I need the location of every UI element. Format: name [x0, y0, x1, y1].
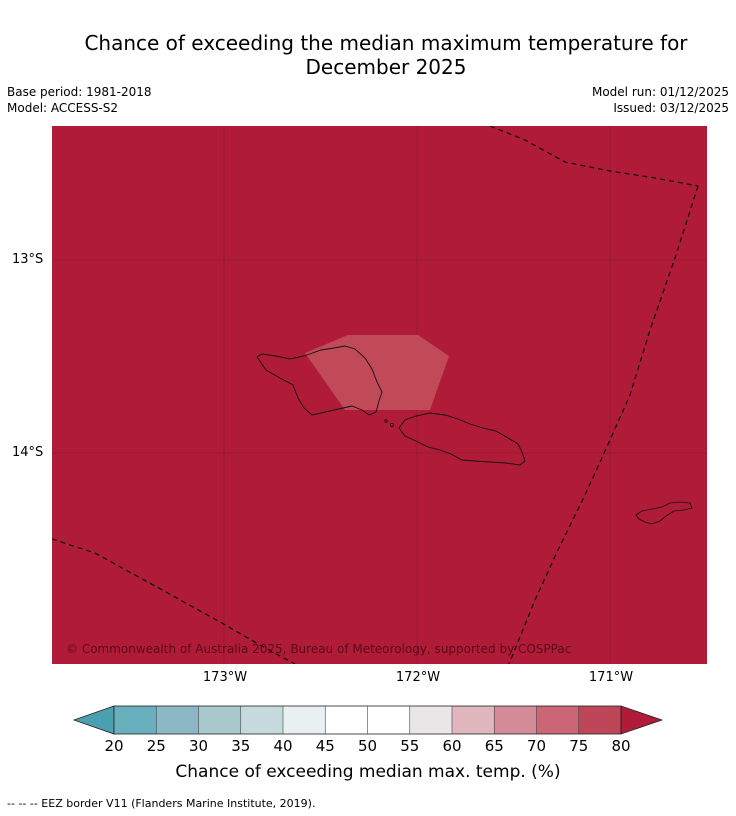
colorbar-segment-60-65	[452, 706, 495, 734]
colorbar-segment-20-25	[114, 706, 157, 734]
issued-date: Issued: 03/12/2025	[613, 101, 729, 115]
colorbar-segment-65-70	[494, 706, 537, 734]
title-line-2: December 2025	[305, 55, 467, 79]
eez-footnote: -- -- -- EEZ border V11 (Flanders Marine…	[7, 797, 316, 810]
colorbar-segment-70-75	[536, 706, 579, 734]
island-upolu	[398, 412, 526, 466]
eez-border	[52, 126, 699, 664]
lat-label-13s: 13°S	[12, 252, 44, 267]
colorbar-tick-60: 60	[442, 737, 462, 755]
model-name: Model: ACCESS-S2	[7, 101, 119, 115]
colorbar-tick-40: 40	[273, 737, 293, 755]
colorbar-tick-20: 20	[104, 737, 124, 755]
colorbar-segment-30-35	[198, 706, 241, 734]
meta-right: Model run: 01/12/2025 Issued: 03/12/2025	[592, 84, 729, 116]
colorbar	[72, 705, 664, 735]
eez-border-east	[508, 185, 699, 664]
copyright-notice: © Commonwealth of Australia 2025, Bureau…	[66, 642, 571, 656]
lon-label-172w: 172°W	[395, 670, 441, 685]
colorbar-tick-65: 65	[484, 737, 504, 755]
colorbar-label: Chance of exceeding median max. temp. (%…	[175, 762, 561, 782]
model-run: Model run: 01/12/2025	[591, 85, 729, 99]
colorbar-segment-40-45	[283, 706, 326, 734]
colorbar-tick-75: 75	[569, 737, 589, 755]
colorbar-segment-35-40	[240, 706, 283, 734]
probability-cell-75-80	[305, 335, 449, 410]
title-line-1: Chance of exceeding the median maximum t…	[84, 31, 688, 55]
lon-label-171w: 171°W	[588, 670, 634, 685]
colorbar-tick-25: 25	[146, 737, 166, 755]
graticule	[52, 126, 707, 664]
colorbar-tick-70: 70	[526, 737, 547, 755]
lon-label-173w: 173°W	[202, 670, 248, 685]
colorbar-extension-high	[620, 705, 664, 735]
colorbar-segment-45-50	[325, 706, 368, 734]
colorbar-tick-45: 45	[315, 737, 335, 755]
island-tutuila	[635, 501, 693, 525]
map-title: Chance of exceeding the median maximum t…	[40, 31, 732, 79]
base-period: Base period: 1981-2018	[7, 85, 152, 99]
colorbar-tick-55: 55	[400, 737, 420, 755]
islet-apolima	[384, 419, 388, 423]
eez-border-north	[489, 126, 699, 187]
colorbar-tick-30: 30	[188, 737, 209, 755]
colorbar-tick-35: 35	[231, 737, 251, 755]
islet-manono	[389, 422, 394, 427]
meta-left: Base period: 1981-2018 Model: ACCESS-S2	[7, 84, 152, 116]
lat-label-14s: 14°S	[12, 445, 44, 460]
colorbar-extension-low	[72, 705, 115, 735]
colorbar-segment-25-30	[156, 706, 199, 734]
colorbar-segment-75-80	[578, 706, 621, 734]
colorbar-tick-80: 80	[611, 737, 631, 755]
map-canvas[interactable]: © Commonwealth of Australia 2025, Bureau…	[0, 0, 736, 700]
island-savaii	[256, 345, 383, 416]
colorbar-tick-50: 50	[357, 737, 378, 755]
eez-border-southwest	[52, 538, 296, 664]
colorbar-segment-55-60	[409, 706, 452, 734]
colorbar-segment-50-55	[367, 706, 410, 734]
